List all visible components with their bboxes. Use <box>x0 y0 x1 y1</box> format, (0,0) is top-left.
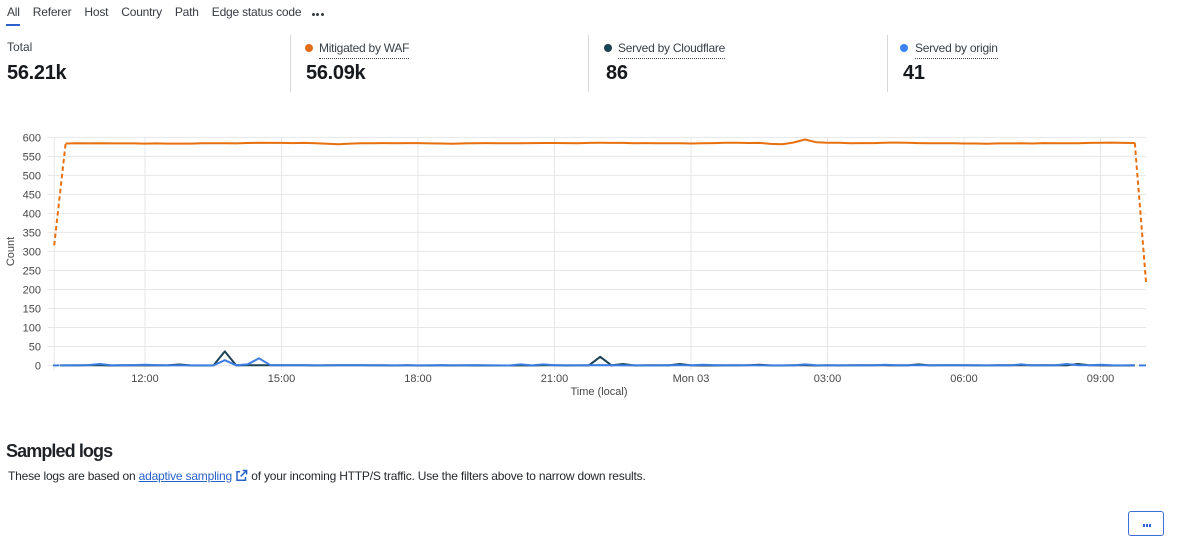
svg-text:100: 100 <box>23 323 41 335</box>
svg-text:400: 400 <box>23 208 41 220</box>
svg-text:09:00: 09:00 <box>1087 373 1115 385</box>
svg-text:50: 50 <box>29 342 41 354</box>
svg-text:Time (local): Time (local) <box>570 386 627 398</box>
svg-text:18:00: 18:00 <box>404 373 432 385</box>
svg-text:450: 450 <box>23 189 41 201</box>
svg-text:200: 200 <box>23 285 41 297</box>
svg-text:150: 150 <box>23 304 41 316</box>
svg-text:250: 250 <box>23 266 41 278</box>
svg-text:Count: Count <box>5 237 17 266</box>
svg-text:12:00: 12:00 <box>131 373 159 385</box>
svg-text:03:00: 03:00 <box>814 373 842 385</box>
svg-text:550: 550 <box>23 151 41 163</box>
svg-text:21:00: 21:00 <box>541 373 569 385</box>
svg-text:350: 350 <box>23 227 41 239</box>
svg-text:600: 600 <box>23 132 41 144</box>
svg-text:0: 0 <box>35 361 41 373</box>
svg-text:300: 300 <box>23 246 41 258</box>
svg-text:500: 500 <box>23 170 41 182</box>
svg-text:15:00: 15:00 <box>268 373 296 385</box>
svg-text:06:00: 06:00 <box>950 373 978 385</box>
svg-text:Mon 03: Mon 03 <box>673 373 710 385</box>
